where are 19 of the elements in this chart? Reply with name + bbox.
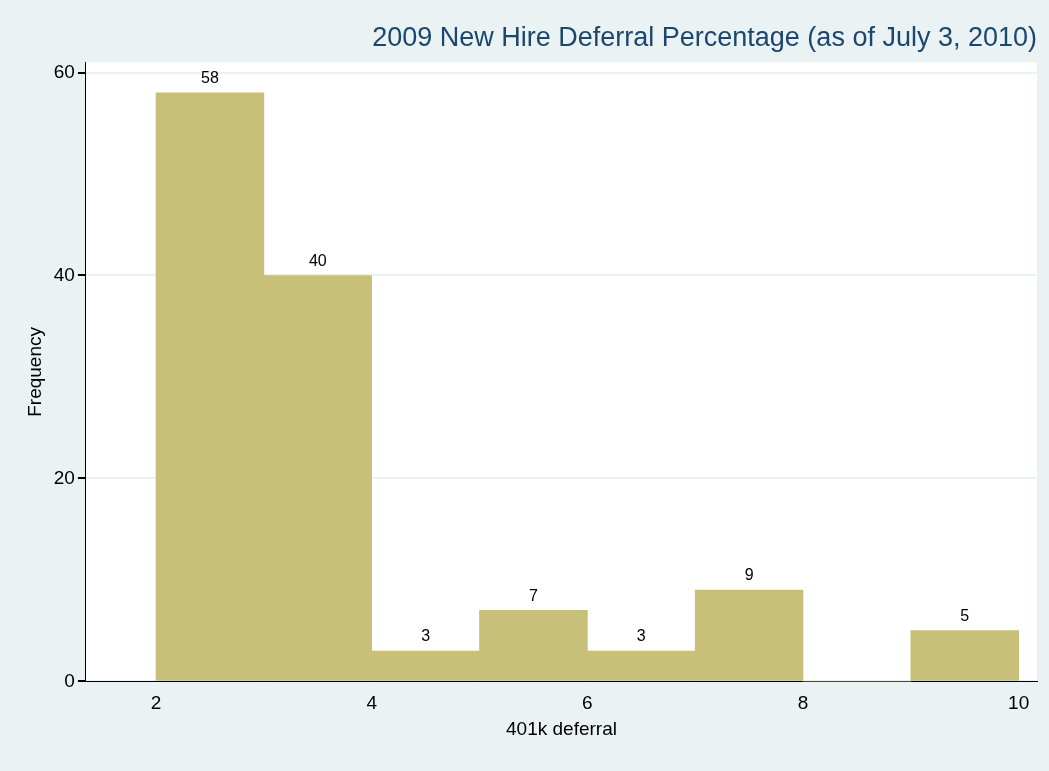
y-tick-label: 20	[53, 466, 75, 488]
data-label: 40	[308, 251, 327, 269]
y-tick-label: 60	[53, 60, 75, 82]
chart-title: 2009 New Hire Deferral Percentage (as of July 3, 2010)	[372, 21, 1037, 52]
x-tick-label: 6	[582, 692, 593, 714]
data-label: 7	[528, 586, 538, 604]
x-tick-label: 10	[1008, 692, 1030, 714]
x-tick-label: 8	[797, 692, 809, 714]
data-label: 5	[960, 607, 970, 625]
data-label: 58	[201, 69, 219, 87]
data-label: 3	[636, 627, 646, 645]
x-axis-title: 401k deferral	[506, 717, 617, 739]
x-tick-label: 2	[150, 692, 162, 714]
y-tick-label: 0	[64, 669, 75, 691]
data-label: 9	[744, 566, 754, 584]
x-tick-label: 4	[366, 692, 378, 714]
y-axis-title: Frequency	[23, 326, 45, 417]
y-tick-label: 40	[53, 263, 75, 285]
data-label: 3	[421, 627, 431, 645]
